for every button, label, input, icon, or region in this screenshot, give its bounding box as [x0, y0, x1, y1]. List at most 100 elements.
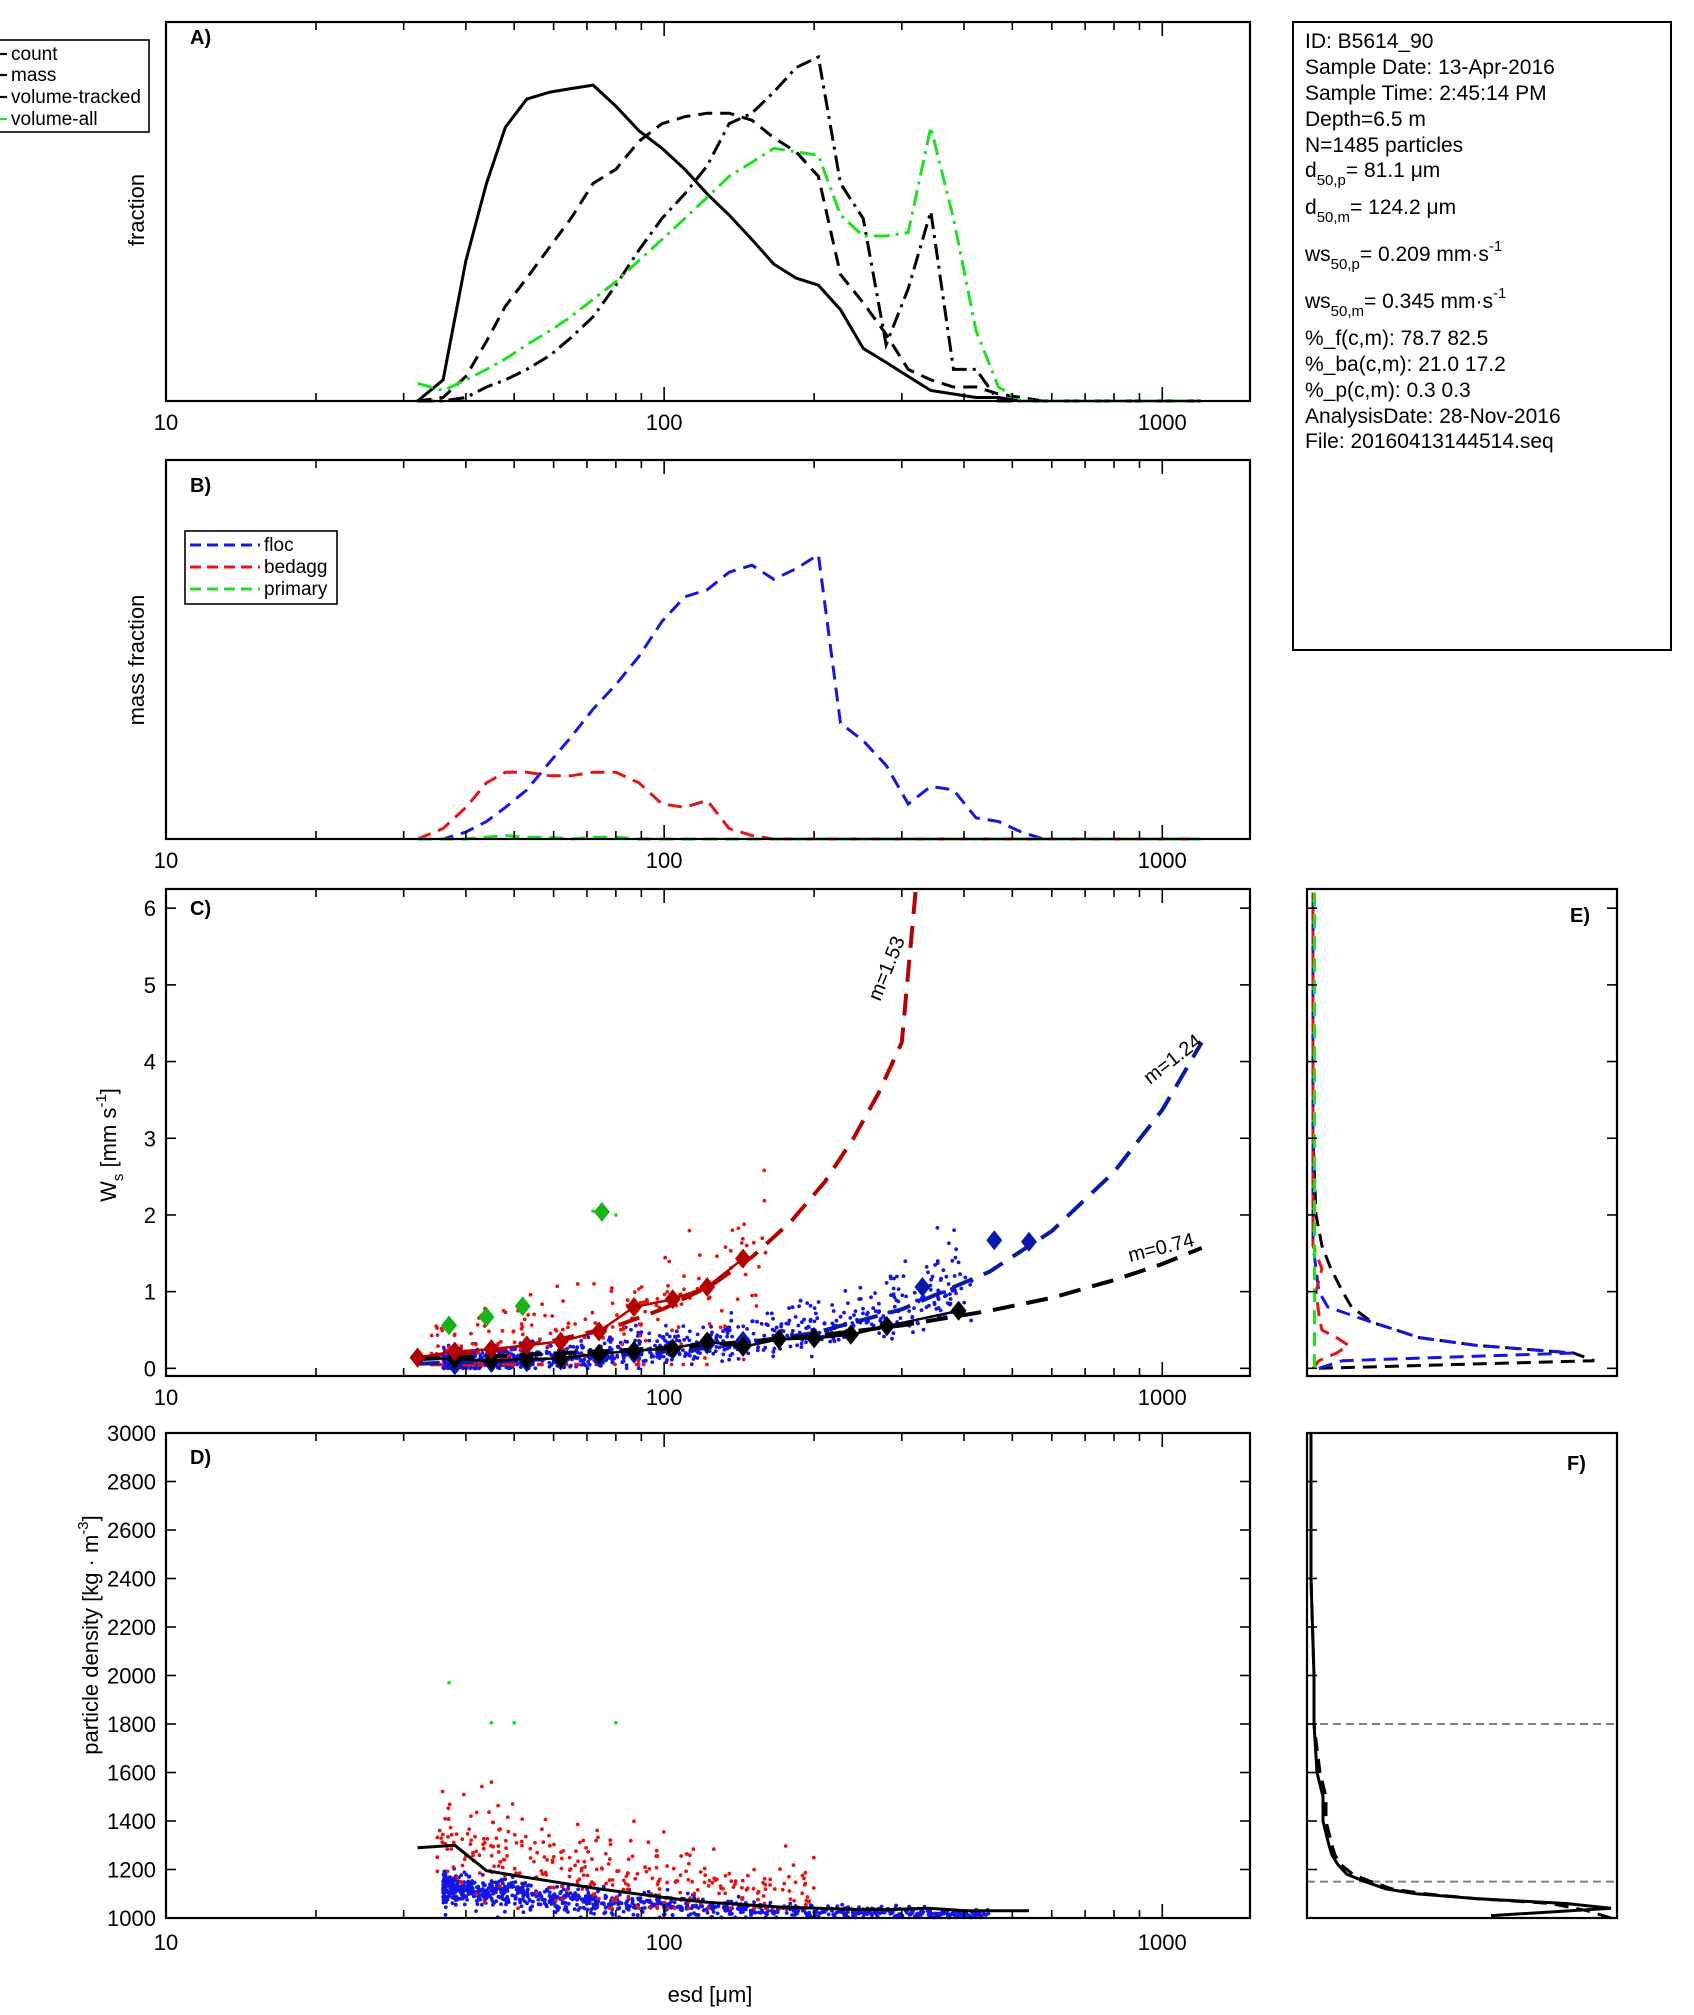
scatter-point-floc: [877, 1331, 882, 1335]
scatter-point-floc: [828, 1339, 833, 1344]
scatter-point-floc: [630, 1901, 635, 1905]
scatter-point-floc: [916, 1299, 921, 1304]
scatter-point-floc: [528, 1905, 533, 1910]
scatter-point-floc: [480, 1902, 484, 1907]
y-tick-label: 2: [144, 1203, 156, 1228]
scatter-point-bedagg: [597, 1896, 601, 1901]
scatter-point-bedagg: [543, 1817, 548, 1822]
scatter-point-bedagg: [447, 1802, 452, 1807]
scatter-point-floc: [835, 1904, 840, 1909]
scatter-point-floc: [555, 1895, 560, 1900]
scatter-point-floc: [636, 1896, 640, 1901]
scatter-point-bedagg: [590, 1880, 594, 1884]
scatter-point-floc: [506, 1900, 511, 1904]
scatter-point-floc: [921, 1327, 926, 1332]
scatter-point-floc: [584, 1363, 588, 1368]
scatter-point-bedagg: [692, 1891, 697, 1896]
scatter-point-floc: [790, 1913, 794, 1917]
scatter-point-bedagg: [686, 1877, 691, 1882]
scatter-point-floc: [790, 1305, 795, 1310]
scatter-point-floc: [491, 1891, 495, 1896]
scatter-point-floc: [618, 1901, 623, 1905]
scatter-point-bedagg: [474, 1892, 479, 1897]
y-tick-label: 2400: [107, 1567, 156, 1592]
scatter-point-bedagg: [498, 1827, 503, 1831]
scatter-point-floc: [736, 1357, 741, 1361]
scatter-point-floc: [647, 1331, 652, 1336]
scatter-point-bedagg: [757, 1264, 761, 1269]
scatter-point-floc: [785, 1333, 790, 1338]
scatter-point-floc: [442, 1878, 446, 1882]
scatter-point-floc: [459, 1873, 464, 1878]
scatter-point-bedagg: [560, 1883, 565, 1888]
scatter-point-floc: [579, 1897, 584, 1902]
scatter-point-floc: [676, 1334, 681, 1338]
scatter-point-floc: [617, 1906, 622, 1910]
scatter-point-bedagg: [533, 1840, 537, 1845]
scatter-point-bedagg: [626, 1883, 631, 1887]
scatter-point-floc: [723, 1908, 728, 1913]
scatter-point-floc: [709, 1324, 713, 1329]
scatter-point-floc: [736, 1894, 741, 1899]
scatter-point-floc: [935, 1225, 940, 1230]
scatter-point-floc: [499, 1878, 504, 1882]
scatter-point-bedagg: [535, 1850, 540, 1855]
scatter-point-floc: [486, 1885, 491, 1890]
scatter-point-bedagg: [615, 1313, 619, 1317]
scatter-point-bedagg: [626, 1894, 631, 1899]
scatter-point-floc: [808, 1303, 813, 1308]
scatter-point-bedagg: [473, 1834, 477, 1839]
scatter-point-floc: [736, 1325, 741, 1329]
scatter-point-bedagg: [740, 1878, 745, 1883]
scatter-point-bedagg: [498, 1339, 503, 1344]
scatter-point-bedagg: [723, 1891, 728, 1896]
scatter-point-floc: [507, 1884, 512, 1889]
diamond-all: [735, 1336, 752, 1357]
scatter-point-bedagg: [471, 1853, 475, 1858]
scatter-point-floc: [954, 1291, 958, 1296]
scatter-point-floc: [447, 1892, 452, 1896]
series-volume-all-line: [417, 126, 1201, 403]
scatter-point-floc: [691, 1357, 696, 1361]
x-tick-label: 10: [154, 848, 178, 873]
scatter-point-floc: [624, 1363, 629, 1367]
scatter-point-bedagg: [445, 1869, 450, 1874]
scatter-point-floc: [891, 1286, 896, 1291]
scatter-point-bedagg: [780, 1887, 785, 1892]
scatter-point-bedagg: [702, 1880, 707, 1885]
scatter-point-floc: [784, 1321, 789, 1326]
scatter-point-floc: [681, 1348, 685, 1352]
diamond-primary: [441, 1315, 458, 1336]
scatter-point-floc: [808, 1903, 813, 1907]
scatter-point-bedagg: [560, 1896, 565, 1901]
scatter-point-bedagg: [439, 1836, 444, 1840]
scatter-point-bedagg: [500, 1329, 505, 1333]
scatter-point-floc: [547, 1360, 552, 1365]
scatter-point-floc: [576, 1887, 580, 1892]
scatter-point-bedagg: [441, 1832, 445, 1837]
scatter-point-bedagg: [657, 1887, 662, 1891]
scatter-point-bedagg: [543, 1870, 548, 1875]
scatter-point-floc: [930, 1274, 935, 1279]
scatter-point-bedagg: [585, 1873, 590, 1878]
scatter-point-bedagg: [501, 1362, 506, 1367]
scatter-point-bedagg: [436, 1344, 440, 1348]
y-tick-label: 2600: [107, 1518, 156, 1543]
scatter-point-floc: [861, 1311, 865, 1316]
scatter-point-floc: [587, 1362, 592, 1367]
scatter-point-floc: [869, 1295, 873, 1300]
scatter-point-bedagg: [750, 1293, 754, 1298]
scatter-point-floc: [588, 1894, 592, 1899]
fit-label-2: m=0.74: [1126, 1229, 1197, 1267]
scatter-point-floc: [584, 1900, 589, 1904]
scatter-point-floc: [784, 1911, 789, 1915]
scatter-point-floc: [929, 1277, 933, 1282]
scatter-point-floc: [857, 1911, 861, 1916]
scatter-point-floc: [873, 1291, 877, 1295]
scatter-point-floc: [496, 1365, 500, 1370]
scatter-point-floc: [443, 1905, 448, 1910]
scatter-point-bedagg: [501, 1857, 506, 1862]
scatter-point-floc: [710, 1330, 714, 1335]
diamond-all: [878, 1316, 895, 1337]
